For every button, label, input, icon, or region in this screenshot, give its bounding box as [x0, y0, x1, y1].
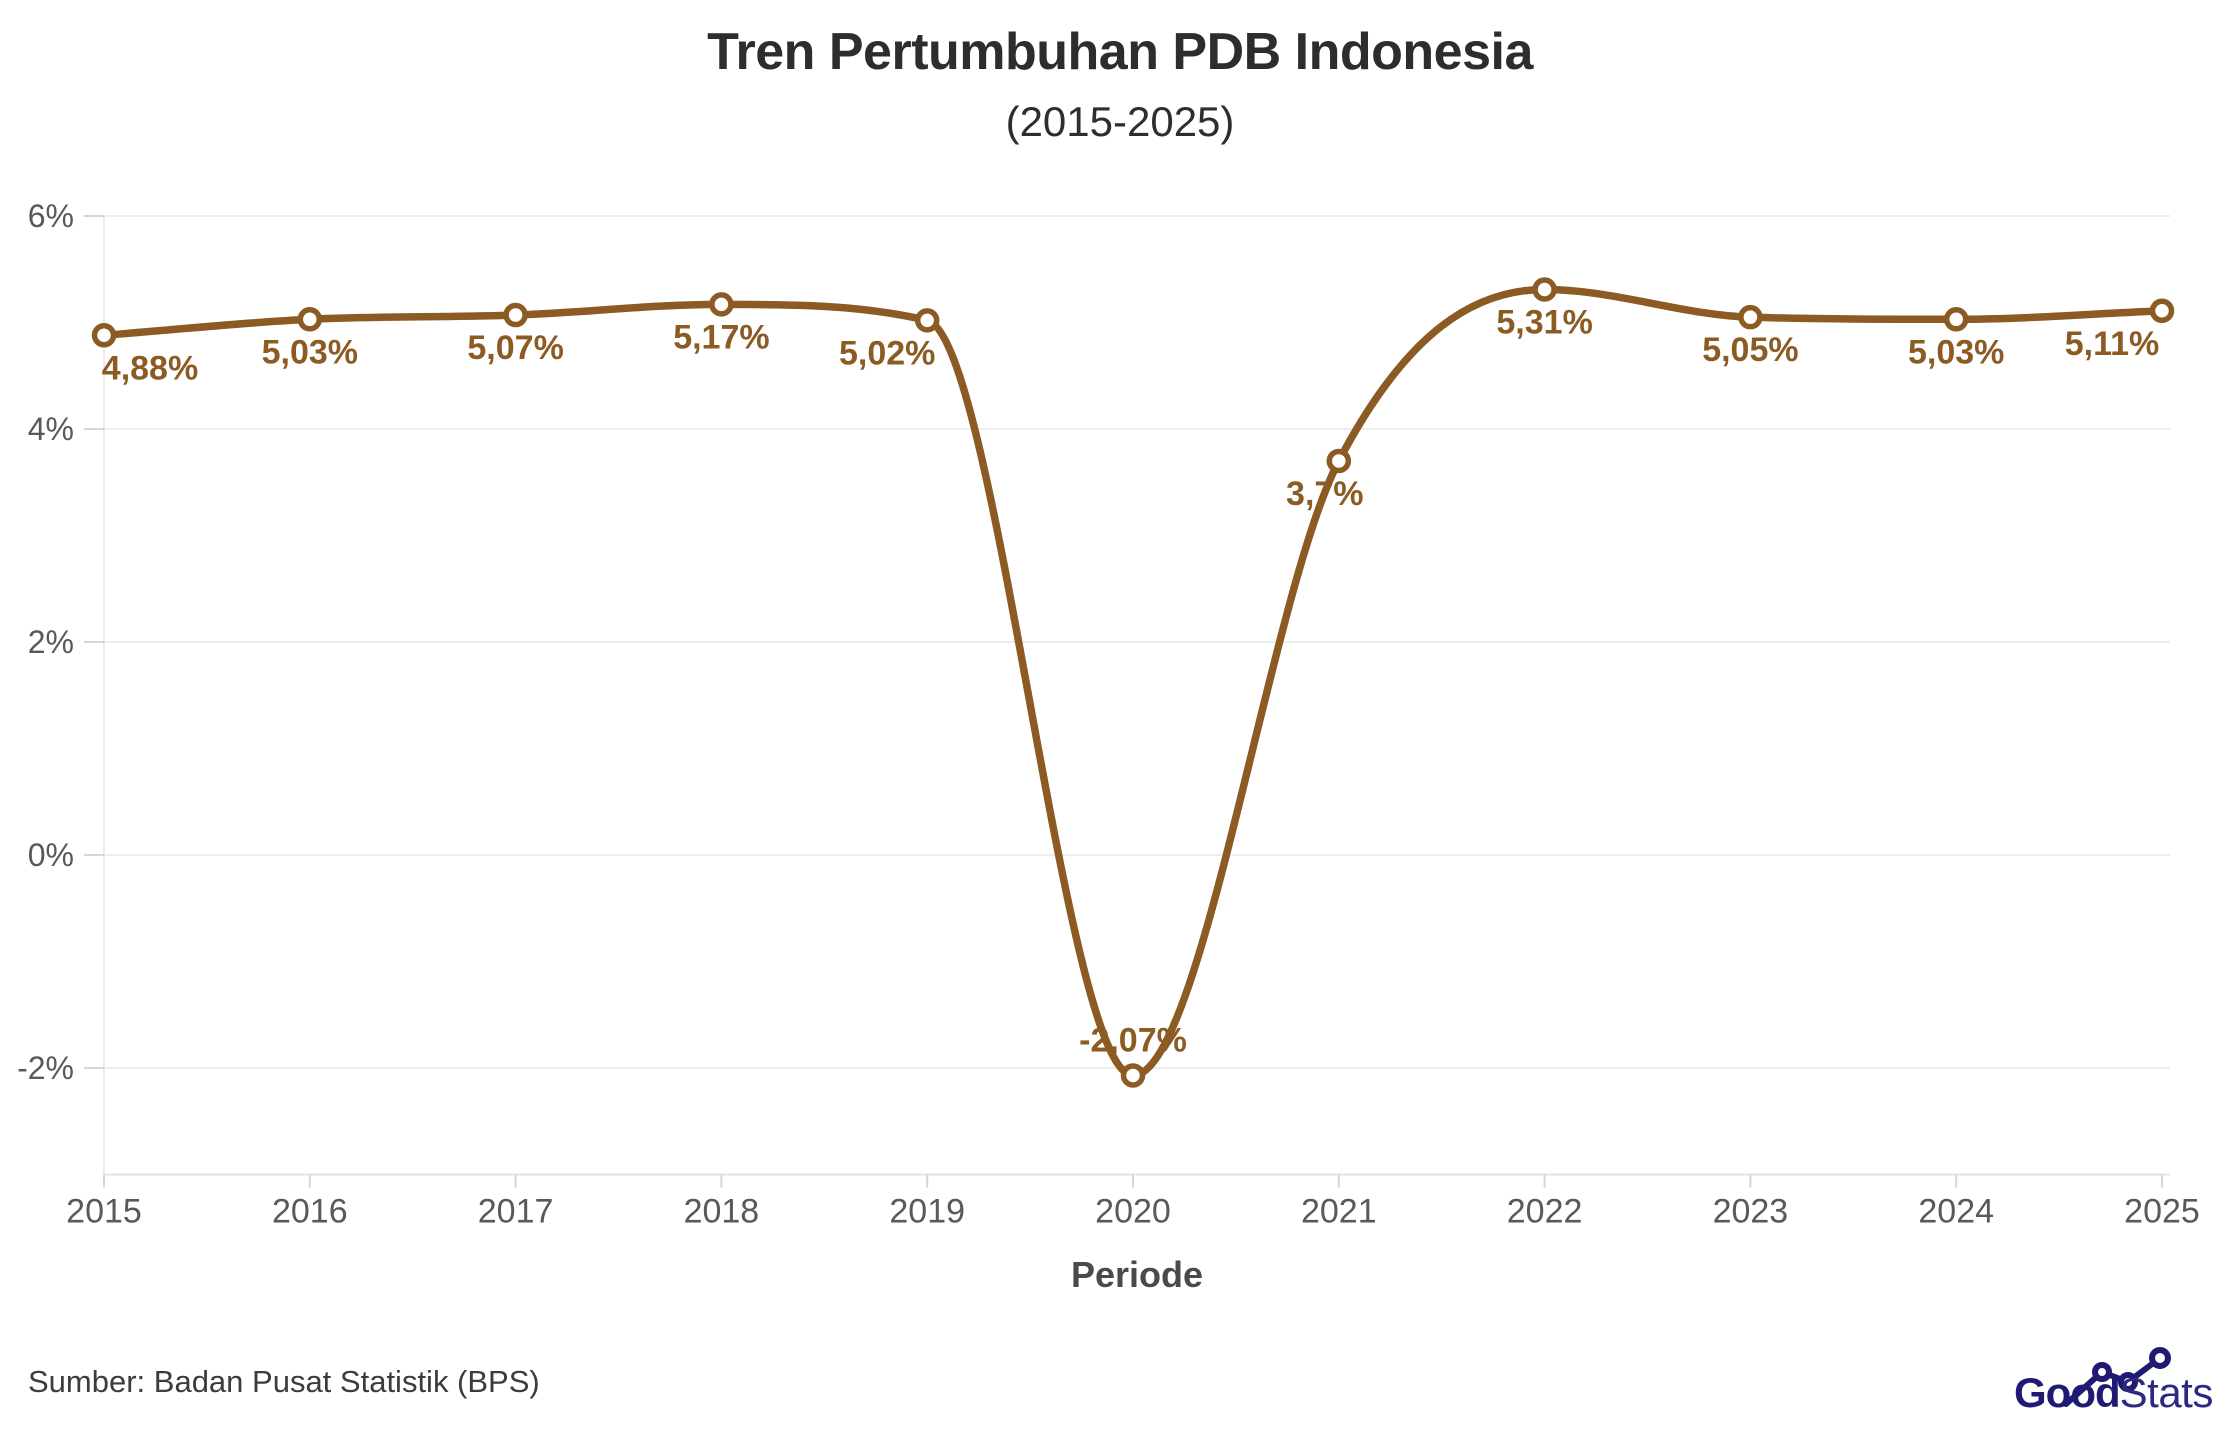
data-point-2024 — [1943, 307, 1969, 332]
y-tick-label: 2% — [28, 624, 74, 660]
data-point-2016 — [297, 307, 323, 332]
data-point-2023 — [1738, 304, 1763, 330]
x-tick-label: 2022 — [1507, 1193, 1583, 1231]
data-point-2025 — [2149, 298, 2175, 324]
data-label-2025: 5,11% — [2065, 325, 2160, 363]
data-label-2018: 5,17% — [673, 318, 769, 356]
x-axis-title: Periode — [1070, 1254, 1204, 1295]
logo-text-good: Good — [2014, 1369, 2121, 1416]
data-label-2017: 5,07% — [467, 329, 563, 367]
x-tick-label: 2020 — [1095, 1193, 1171, 1231]
data-point-2015 — [91, 323, 117, 348]
data-point-2020 — [1120, 1063, 1146, 1088]
chart-subtitle: (2015-2025) — [1005, 98, 1235, 145]
data-point-2021 — [1326, 448, 1352, 474]
y-tick-label: -2% — [17, 1050, 74, 1086]
data-point-2017 — [503, 302, 528, 328]
y-tick-label: 6% — [28, 198, 74, 234]
source-note: Sumber: Badan Pusat Statistik (BPS) — [28, 1364, 540, 1399]
data-point-2019 — [914, 308, 940, 333]
data-label-2015: 4,88% — [102, 349, 198, 387]
logo-text: GoodStats — [2014, 1372, 2213, 1414]
y-tick-label: 0% — [28, 837, 74, 873]
data-label-2020: -2,07% — [1079, 1021, 1187, 1059]
data-point-2022 — [1532, 277, 1557, 302]
trend-line — [100, 285, 2166, 1080]
data-point-2018 — [709, 292, 734, 317]
logo-text-stats: Stats — [2119, 1369, 2214, 1416]
x-tick-label: 2021 — [1301, 1193, 1377, 1231]
x-tick-label: 2023 — [1713, 1193, 1789, 1231]
data-label-2023: 5,05% — [1702, 331, 1798, 369]
x-tick-label: 2025 — [2124, 1193, 2200, 1231]
data-label-2019: 5,02% — [839, 334, 935, 372]
data-label-2024: 5,03% — [1908, 333, 2004, 371]
x-tick-label: 2017 — [478, 1193, 554, 1231]
goodstats-logo: GoodStats — [2014, 1346, 2214, 1414]
chart-title: Tren Pertumbuhan PDB Indonesia — [707, 23, 1533, 81]
data-label-2016: 5,03% — [262, 333, 358, 371]
y-tick-label: 4% — [28, 411, 74, 447]
x-tick-label: 2015 — [66, 1193, 142, 1231]
x-tick-label: 2019 — [889, 1193, 965, 1231]
x-tick-label: 2016 — [272, 1193, 348, 1231]
x-tick-label: 2018 — [684, 1193, 760, 1231]
logo-trendline-icon — [2063, 1347, 2171, 1407]
x-tick-label: 2024 — [1918, 1193, 1994, 1231]
data-label-2021: 3,7% — [1286, 475, 1364, 513]
data-label-2022: 5,31% — [1496, 303, 1592, 341]
